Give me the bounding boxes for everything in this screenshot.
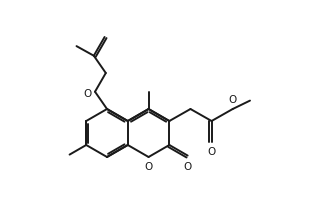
Text: O: O [183, 161, 192, 172]
Text: O: O [84, 89, 92, 99]
Text: O: O [229, 95, 237, 105]
Text: O: O [145, 162, 153, 172]
Text: O: O [207, 147, 216, 157]
